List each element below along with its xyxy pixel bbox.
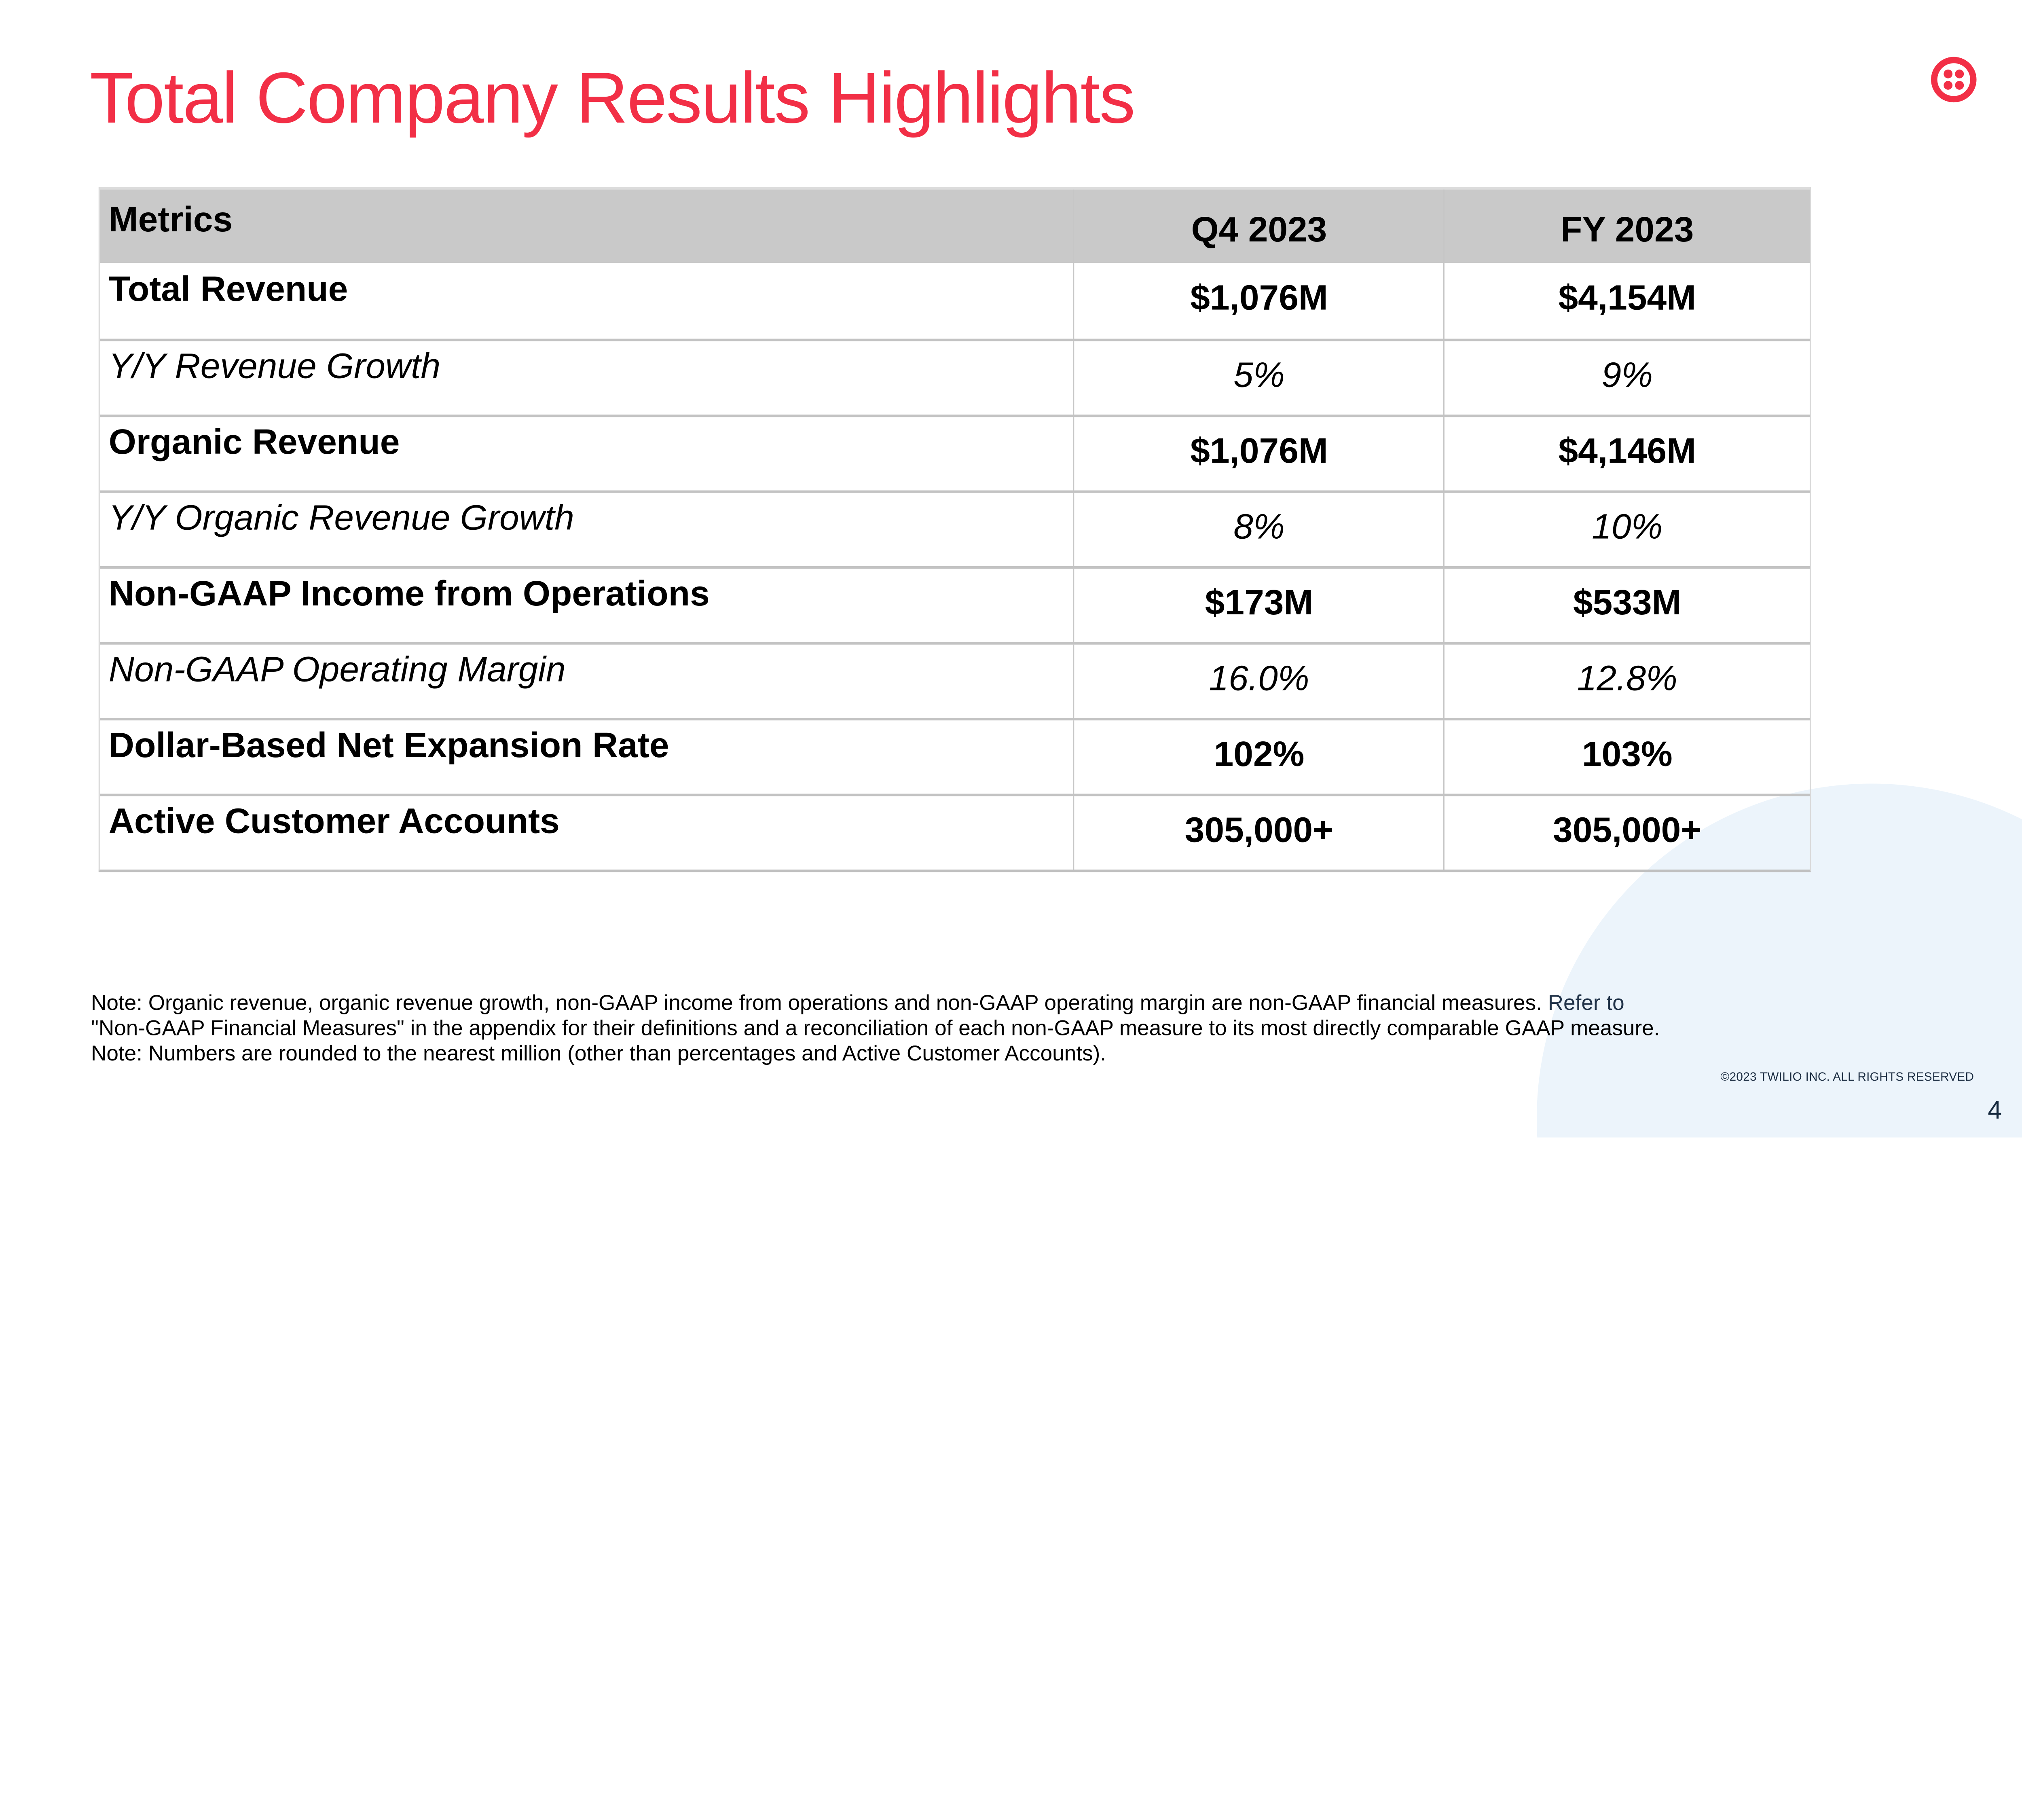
column-header-q4-2023: Q4 2023 [1073,189,1443,263]
fy-2023-value: 9% [1443,341,1810,415]
logo-dot [1955,69,1964,78]
fy-2023-value: $4,146M [1443,417,1810,491]
q4-2023-value: $173M [1073,569,1443,642]
fy-2023-value: 305,000+ [1443,796,1810,870]
q4-2023-value: 8% [1073,493,1443,566]
q4-2023-value: $1,076M [1073,263,1443,339]
table-row-yy-organic-revenue-growth: Y/Y Organic Revenue Growth 8% 10% [99,490,1810,566]
page-title: Total Company Results Highlights [89,58,1136,139]
footnote-text: Note: Organic revenue, organic revenue g… [91,991,1548,1015]
metric-label: Y/Y Organic Revenue Growth [108,498,574,538]
metric-label: Active Customer Accounts [108,801,560,841]
q4-2023-value: 5% [1073,341,1443,415]
page-number: 4 [1988,1097,2002,1125]
logo-dot [1944,69,1953,78]
fy-2023-value: $533M [1443,569,1810,642]
metric-label: Y/Y Revenue Growth [108,346,441,386]
metric-label: Organic Revenue [108,422,400,461]
q4-2023-value: 16.0% [1073,644,1443,718]
fy-2023-value: 10% [1443,493,1810,566]
footnote-line-1: Note: Organic revenue, organic revenue g… [91,991,1660,1016]
metric-label: Non-GAAP Income from Operations [108,574,710,613]
metric-label: Total Revenue [108,269,348,309]
table-row-non-gaap-operating-margin: Non-GAAP Operating Margin 16.0% 12.8% [99,642,1810,718]
fy-2023-value: 103% [1443,720,1810,794]
logo-dot [1944,81,1953,90]
table-row-organic-revenue: Organic Revenue $1,076M $4,146M [99,415,1810,491]
metric-label: Dollar-Based Net Expansion Rate [108,725,669,765]
copyright-text: ©2023 TWILIO INC. ALL RIGHTS RESERVED [1720,1070,1974,1085]
footnote-line-2: "Non-GAAP Financial Measures" in the app… [91,1016,1660,1040]
q4-2023-value: 305,000+ [1073,796,1443,870]
footnotes: Note: Organic revenue, organic revenue g… [91,991,1660,1067]
results-table: Metrics Q4 2023 FY 2023 Total Revenue $1… [98,187,1811,872]
table-row-active-customer-accounts: Active Customer Accounts 305,000+ 305,00… [99,794,1810,870]
footnote-line-3: Note: Numbers are rounded to the nearest… [91,1041,1106,1066]
table-header-row: Metrics Q4 2023 FY 2023 [99,187,1810,263]
metric-label: Non-GAAP Operating Margin [108,650,566,689]
table-row-dollar-based-net-expansion-rate: Dollar-Based Net Expansion Rate 102% 103… [99,718,1810,794]
twilio-logo-dots [1944,69,1964,90]
q4-2023-value: $1,076M [1073,417,1443,491]
column-header-metrics: Metrics [108,199,233,239]
fy-2023-value: 12.8% [1443,644,1810,718]
table-row-yy-revenue-growth: Y/Y Revenue Growth 5% 9% [99,339,1810,415]
logo-dot [1955,81,1964,90]
q4-2023-value: 102% [1073,720,1443,794]
fy-2023-value: $4,154M [1443,263,1810,339]
column-header-fy-2023: FY 2023 [1443,189,1810,263]
table-row-total-revenue: Total Revenue $1,076M $4,154M [100,263,1810,339]
table-row-non-gaap-income-from-operations: Non-GAAP Income from Operations $173M $5… [99,566,1810,642]
slide: Total Company Results Highlights Metrics… [89,57,2022,1138]
refer-to-link[interactable]: Refer to [1548,991,1624,1015]
twilio-logo-icon [1931,57,1977,103]
